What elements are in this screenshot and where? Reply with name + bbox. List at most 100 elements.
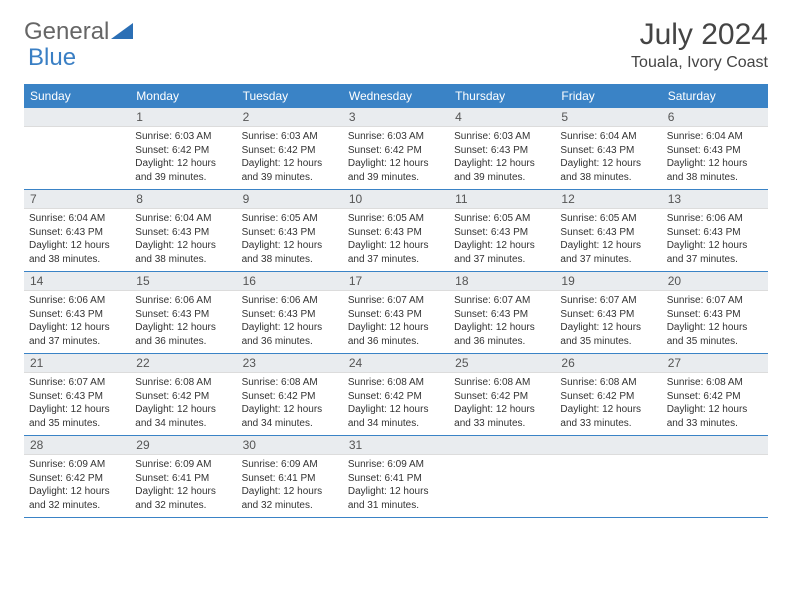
day-number: 5 [555, 108, 661, 127]
sunrise-text: Sunrise: 6:08 AM [667, 376, 763, 390]
sunrise-text: Sunrise: 6:08 AM [454, 376, 550, 390]
day-number: 27 [662, 354, 768, 373]
sunset-text: Sunset: 6:43 PM [667, 308, 763, 322]
sunrise-text: Sunrise: 6:09 AM [242, 458, 338, 472]
day-body: Sunrise: 6:03 AMSunset: 6:42 PMDaylight:… [130, 127, 236, 189]
day-body [662, 455, 768, 463]
day-cell: 30Sunrise: 6:09 AMSunset: 6:41 PMDayligh… [237, 436, 343, 517]
day-number: 12 [555, 190, 661, 209]
daylight-text: Daylight: 12 hours and 39 minutes. [242, 157, 338, 184]
day-number: 20 [662, 272, 768, 291]
day-number: 24 [343, 354, 449, 373]
daylight-text: Daylight: 12 hours and 37 minutes. [667, 239, 763, 266]
sunrise-text: Sunrise: 6:04 AM [29, 212, 125, 226]
sunrise-text: Sunrise: 6:04 AM [667, 130, 763, 144]
sunset-text: Sunset: 6:42 PM [242, 390, 338, 404]
day-body: Sunrise: 6:03 AMSunset: 6:43 PMDaylight:… [449, 127, 555, 189]
sunrise-text: Sunrise: 6:07 AM [348, 294, 444, 308]
daylight-text: Daylight: 12 hours and 36 minutes. [348, 321, 444, 348]
sunset-text: Sunset: 6:42 PM [135, 144, 231, 158]
day-number: 23 [237, 354, 343, 373]
day-number: 30 [237, 436, 343, 455]
sunset-text: Sunset: 6:43 PM [29, 226, 125, 240]
day-cell: 23Sunrise: 6:08 AMSunset: 6:42 PMDayligh… [237, 354, 343, 435]
day-body [555, 455, 661, 463]
day-body: Sunrise: 6:08 AMSunset: 6:42 PMDaylight:… [662, 373, 768, 435]
day-number: 25 [449, 354, 555, 373]
week-row: 28Sunrise: 6:09 AMSunset: 6:42 PMDayligh… [24, 436, 768, 518]
daylight-text: Daylight: 12 hours and 38 minutes. [560, 157, 656, 184]
sunrise-text: Sunrise: 6:09 AM [29, 458, 125, 472]
day-number: 31 [343, 436, 449, 455]
sunrise-text: Sunrise: 6:03 AM [135, 130, 231, 144]
sunset-text: Sunset: 6:42 PM [667, 390, 763, 404]
sunset-text: Sunset: 6:43 PM [135, 308, 231, 322]
sunrise-text: Sunrise: 6:03 AM [348, 130, 444, 144]
sunrise-text: Sunrise: 6:08 AM [348, 376, 444, 390]
day-cell: 9Sunrise: 6:05 AMSunset: 6:43 PMDaylight… [237, 190, 343, 271]
day-cell: 29Sunrise: 6:09 AMSunset: 6:41 PMDayligh… [130, 436, 236, 517]
sunrise-text: Sunrise: 6:09 AM [135, 458, 231, 472]
sunrise-text: Sunrise: 6:07 AM [560, 294, 656, 308]
day-header: Thursday [449, 84, 555, 108]
day-number: 21 [24, 354, 130, 373]
calendar: SundayMondayTuesdayWednesdayThursdayFrid… [24, 84, 768, 518]
sunset-text: Sunset: 6:43 PM [348, 308, 444, 322]
daylight-text: Daylight: 12 hours and 37 minutes. [560, 239, 656, 266]
logo-text-2: Blue [28, 44, 76, 72]
day-header: Wednesday [343, 84, 449, 108]
day-body: Sunrise: 6:08 AMSunset: 6:42 PMDaylight:… [343, 373, 449, 435]
day-body: Sunrise: 6:09 AMSunset: 6:41 PMDaylight:… [130, 455, 236, 517]
day-number: 8 [130, 190, 236, 209]
daylight-text: Daylight: 12 hours and 35 minutes. [560, 321, 656, 348]
day-body: Sunrise: 6:06 AMSunset: 6:43 PMDaylight:… [237, 291, 343, 353]
daylight-text: Daylight: 12 hours and 34 minutes. [348, 403, 444, 430]
day-number: 6 [662, 108, 768, 127]
sunset-text: Sunset: 6:43 PM [454, 308, 550, 322]
day-body: Sunrise: 6:05 AMSunset: 6:43 PMDaylight:… [449, 209, 555, 271]
sunrise-text: Sunrise: 6:03 AM [454, 130, 550, 144]
daylight-text: Daylight: 12 hours and 37 minutes. [348, 239, 444, 266]
logo: General [24, 18, 133, 46]
day-cell: 13Sunrise: 6:06 AMSunset: 6:43 PMDayligh… [662, 190, 768, 271]
sunset-text: Sunset: 6:43 PM [29, 390, 125, 404]
day-header: Monday [130, 84, 236, 108]
day-cell: 28Sunrise: 6:09 AMSunset: 6:42 PMDayligh… [24, 436, 130, 517]
sunset-text: Sunset: 6:43 PM [348, 226, 444, 240]
day-number: 17 [343, 272, 449, 291]
week-row: 7Sunrise: 6:04 AMSunset: 6:43 PMDaylight… [24, 190, 768, 272]
sunrise-text: Sunrise: 6:06 AM [242, 294, 338, 308]
day-number: . [449, 436, 555, 455]
day-cell: 1Sunrise: 6:03 AMSunset: 6:42 PMDaylight… [130, 108, 236, 189]
day-body: Sunrise: 6:07 AMSunset: 6:43 PMDaylight:… [449, 291, 555, 353]
day-body: Sunrise: 6:09 AMSunset: 6:41 PMDaylight:… [237, 455, 343, 517]
day-cell: 19Sunrise: 6:07 AMSunset: 6:43 PMDayligh… [555, 272, 661, 353]
day-number: . [662, 436, 768, 455]
day-number: 7 [24, 190, 130, 209]
day-cell: 4Sunrise: 6:03 AMSunset: 6:43 PMDaylight… [449, 108, 555, 189]
day-body: Sunrise: 6:07 AMSunset: 6:43 PMDaylight:… [662, 291, 768, 353]
daylight-text: Daylight: 12 hours and 37 minutes. [29, 321, 125, 348]
day-cell: 25Sunrise: 6:08 AMSunset: 6:42 PMDayligh… [449, 354, 555, 435]
day-body: Sunrise: 6:08 AMSunset: 6:42 PMDaylight:… [237, 373, 343, 435]
daylight-text: Daylight: 12 hours and 31 minutes. [348, 485, 444, 512]
sunset-text: Sunset: 6:43 PM [560, 308, 656, 322]
sunset-text: Sunset: 6:43 PM [242, 226, 338, 240]
sunset-text: Sunset: 6:42 PM [29, 472, 125, 486]
daylight-text: Daylight: 12 hours and 36 minutes. [454, 321, 550, 348]
day-cell: 20Sunrise: 6:07 AMSunset: 6:43 PMDayligh… [662, 272, 768, 353]
day-cell: 21Sunrise: 6:07 AMSunset: 6:43 PMDayligh… [24, 354, 130, 435]
day-number: . [24, 108, 130, 127]
day-number: 15 [130, 272, 236, 291]
sunset-text: Sunset: 6:43 PM [242, 308, 338, 322]
sunrise-text: Sunrise: 6:05 AM [560, 212, 656, 226]
logo-text-1: General [24, 18, 109, 46]
day-body: Sunrise: 6:08 AMSunset: 6:42 PMDaylight:… [449, 373, 555, 435]
sunrise-text: Sunrise: 6:05 AM [348, 212, 444, 226]
day-cell: 6Sunrise: 6:04 AMSunset: 6:43 PMDaylight… [662, 108, 768, 189]
daylight-text: Daylight: 12 hours and 38 minutes. [242, 239, 338, 266]
sunset-text: Sunset: 6:43 PM [29, 308, 125, 322]
daylight-text: Daylight: 12 hours and 33 minutes. [667, 403, 763, 430]
day-body: Sunrise: 6:09 AMSunset: 6:41 PMDaylight:… [343, 455, 449, 517]
sunset-text: Sunset: 6:43 PM [667, 144, 763, 158]
